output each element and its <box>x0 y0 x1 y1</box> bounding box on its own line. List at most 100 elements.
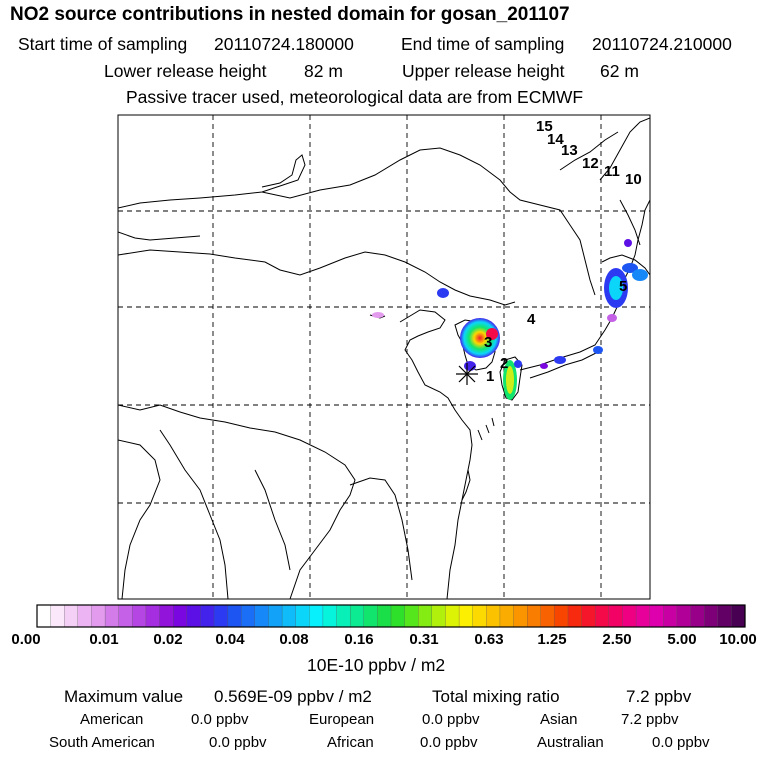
source-name-australian: Australian <box>537 734 604 751</box>
colorbar-cell <box>567 604 583 628</box>
colorbar-tick: 0.08 <box>279 631 309 648</box>
colorbar-tick: 0.01 <box>89 631 119 648</box>
region-label-3: 3 <box>484 334 492 351</box>
colorbar-tick: 0.63 <box>474 631 504 648</box>
colorbar-cell <box>363 604 378 628</box>
tracer-note: Passive tracer used, meteorological data… <box>126 87 584 107</box>
colorbar-cell <box>309 604 324 628</box>
colorbar-cell <box>690 604 705 628</box>
colorbar-cell <box>336 604 351 628</box>
colorbar-cell <box>132 604 147 628</box>
colorbar-tick: 10.00 <box>719 631 757 648</box>
colorbar-cell <box>418 604 433 628</box>
end-time-label: End time of sampling <box>401 34 565 54</box>
colorbar-tick: 2.50 <box>602 631 632 648</box>
upper-height-label: Upper release height <box>402 61 565 81</box>
source-name-european: European <box>309 711 375 728</box>
region-label-14: 14 <box>547 131 564 148</box>
colorbar-cell <box>200 604 215 628</box>
colorbar-cell <box>499 604 515 628</box>
colorbar-cell <box>540 604 555 628</box>
colorbar-units: 10E-10 ppbv / m2 <box>307 655 446 675</box>
colorbar-tick: 0.16 <box>344 631 374 648</box>
colorbar-cell <box>159 604 174 628</box>
region-labels: 1 2 3 4 5 10 11 12 13 14 15 <box>484 118 642 385</box>
colorbar-cell <box>404 604 419 628</box>
colorbar-cell <box>254 604 270 628</box>
start-time-label: Start time of sampling <box>18 34 188 54</box>
colorbar-cell <box>350 604 365 628</box>
source-name-african: African <box>327 734 374 751</box>
colorbar-cell <box>731 604 746 628</box>
source-value-african: 0.0 ppbv <box>420 734 478 751</box>
region-label-12: 12 <box>582 155 599 172</box>
plume-core <box>486 328 498 340</box>
colorbar-cell <box>186 604 201 628</box>
region-label-15: 15 <box>536 118 553 135</box>
colorbar-cell <box>118 604 133 628</box>
colorbar-cell <box>281 604 297 628</box>
asterisk-icon <box>456 363 478 385</box>
start-time-value: 20110724.180000 <box>214 34 354 54</box>
region-label-2: 2 <box>500 355 508 372</box>
colorbar-cell <box>241 604 256 628</box>
region-label-10: 10 <box>625 171 642 188</box>
colorbar <box>36 604 746 628</box>
plume-korea-west <box>460 318 500 358</box>
colorbar-cell <box>527 604 542 628</box>
colorbar-cell <box>458 604 474 628</box>
upper-height-value: 62 m <box>600 61 639 81</box>
colorbar-cell <box>431 604 447 628</box>
source-name-asian: Asian <box>540 711 578 728</box>
colorbar-tick-labels: 0.00 0.01 0.02 0.04 0.08 0.16 0.31 0.63 … <box>0 631 768 651</box>
colorbar-cell <box>486 604 501 628</box>
lower-height-value: 82 m <box>304 61 343 81</box>
colorbar-cell <box>104 604 120 628</box>
colorbar-cell <box>622 604 637 628</box>
colorbar-cell <box>554 604 569 628</box>
colorbar-cell <box>36 604 52 628</box>
colorbar-tick: 0.31 <box>409 631 439 648</box>
source-map: 1 2 3 4 5 10 11 12 13 14 15 <box>117 114 651 600</box>
colorbar-cell <box>390 604 406 628</box>
source-value-asian: 7.2 ppbv <box>621 711 679 728</box>
colorbar-tick: 0.04 <box>215 631 245 648</box>
colorbar-cell <box>513 604 528 628</box>
source-value-american: 0.0 ppbv <box>191 711 249 728</box>
total-mixing-label: Total mixing ratio <box>432 687 560 706</box>
map-grid <box>118 115 650 599</box>
region-label-5: 5 <box>619 278 627 295</box>
colorbar-cell <box>145 604 161 628</box>
colorbar-cell <box>717 604 732 628</box>
plume-north-china <box>437 288 449 298</box>
colorbar-cell <box>295 604 310 628</box>
colorbar-tick: 0.00 <box>11 631 41 648</box>
map-frame <box>117 114 651 600</box>
colorbar-cell <box>663 604 678 628</box>
colorbar-cell <box>77 604 93 628</box>
source-value-australian: 0.0 ppbv <box>652 734 710 751</box>
colorbar-cell <box>173 604 188 628</box>
source-name-american: American <box>80 711 144 728</box>
page-title: NO2 source contributions in nested domai… <box>10 4 570 25</box>
source-value-european: 0.0 ppbv <box>422 711 480 728</box>
total-mixing-value: 7.2 ppbv <box>626 687 692 706</box>
end-time-value: 20110724.210000 <box>592 34 732 54</box>
colorbar-cell <box>64 604 79 628</box>
region-label-4: 4 <box>527 311 536 328</box>
colorbar-cell <box>649 604 664 628</box>
region-label-13: 13 <box>561 142 578 159</box>
colorbar-cell <box>377 604 392 628</box>
source-value-south-american: 0.0 ppbv <box>209 734 267 751</box>
colorbar-cell <box>445 604 460 628</box>
colorbar-cell <box>50 604 65 628</box>
colorbar-cell <box>595 604 610 628</box>
region-label-11: 11 <box>604 163 620 180</box>
colorbar-cell <box>213 604 229 628</box>
colorbar-cell <box>268 604 283 628</box>
colorbar-tick: 1.25 <box>537 631 567 648</box>
colorbar-cell <box>91 604 106 628</box>
colorbar-cell <box>704 604 719 628</box>
colorbar-tick: 5.00 <box>667 631 697 648</box>
lower-height-label: Lower release height <box>104 61 267 81</box>
